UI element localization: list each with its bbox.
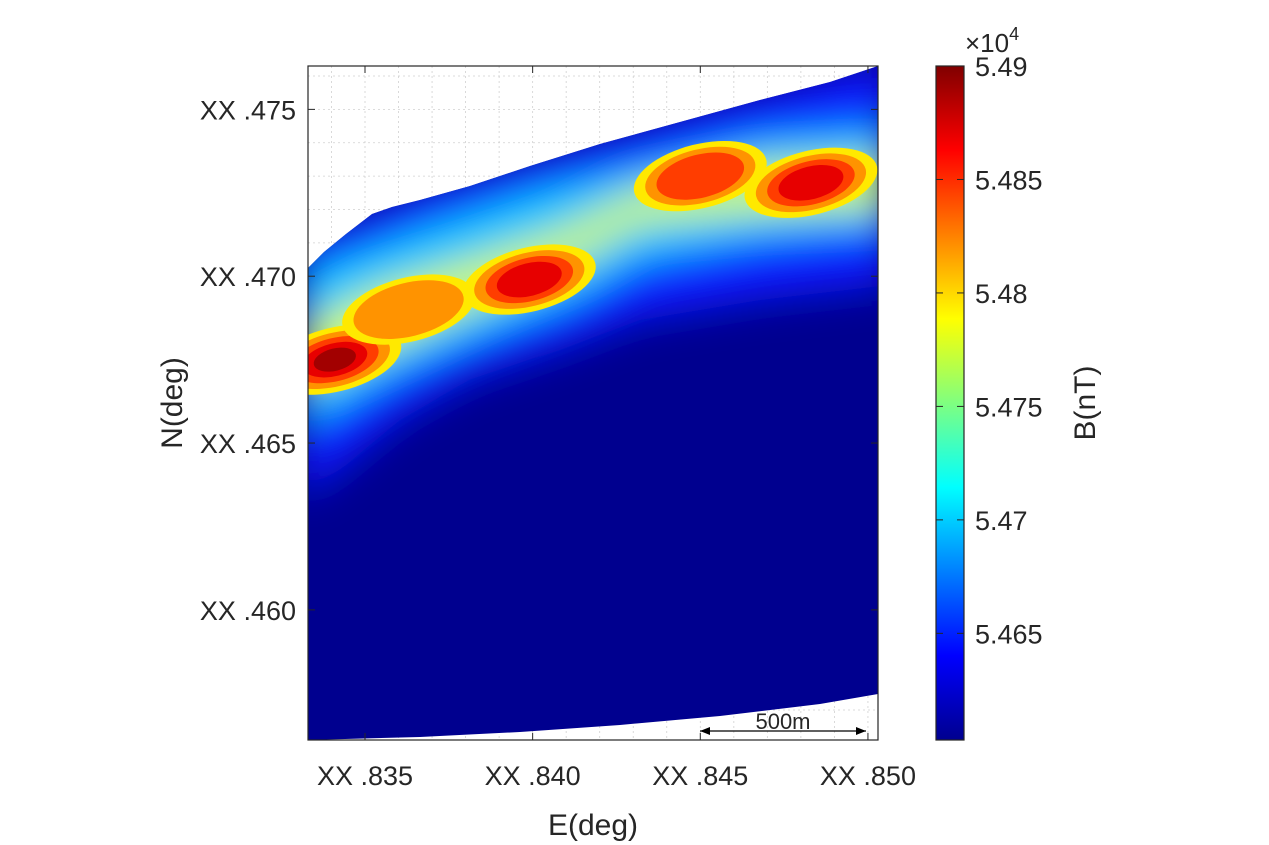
colorbar-tick-label: 5.47 (975, 506, 1028, 536)
scale-bar: 500m (700, 709, 866, 735)
colorbar-ticks: 5.49 5.485 5.48 5.475 5.47 5.465 (936, 52, 1043, 649)
colorbar-tick-label: 5.48 (975, 279, 1028, 309)
x-tick-label: XX .850 (820, 761, 916, 791)
scale-bar-right-arrow (856, 727, 866, 735)
peak-contour (353, 280, 464, 339)
x-tick-label: XX .835 (317, 761, 413, 791)
scale-bar-label: 500m (755, 709, 810, 734)
plot-area (307, 65, 879, 741)
colorbar-exponent: ×104 (965, 24, 1019, 58)
colorbar-gradient (936, 66, 964, 740)
peak-anomaly (342, 274, 476, 345)
colorbar-frame (935, 65, 965, 741)
y-tick-label: XX .465 (200, 429, 296, 459)
colorbar: 5.49 5.485 5.48 5.475 5.47 5.465 ×104 B(nT) (935, 24, 1102, 741)
colorbar-tick-label: 5.465 (975, 619, 1043, 649)
colorbar-tick-label: 5.49 (975, 52, 1028, 82)
peak-contour (313, 347, 356, 372)
x-axis-label: E(deg) (548, 809, 638, 842)
colorbar-tick-label: 5.485 (975, 165, 1043, 195)
scale-bar-left-arrow (700, 727, 710, 735)
peak-anomaly (744, 147, 878, 218)
plot-frame (307, 65, 879, 741)
y-axis-label: N(deg) (156, 357, 189, 449)
colorbar-tick-label: 5.475 (975, 392, 1043, 422)
peak-contour (496, 261, 562, 298)
y-tick-label: XX .460 (200, 596, 296, 626)
contour-field (308, 66, 878, 740)
x-tick-label: XX .840 (485, 761, 581, 791)
peak-anomaly (633, 140, 767, 212)
x-axis: XX .835 XX .840 XX .845 XX .850 (317, 66, 916, 791)
y-axis: XX .475 XX .470 XX .465 XX .460 (200, 95, 878, 626)
y-tick-label: XX .475 (200, 95, 296, 125)
x-tick-label: XX .845 (652, 761, 748, 791)
colorbar-label: B(nT) (1069, 366, 1102, 441)
peak-contour (778, 164, 844, 201)
peak-anomaly (462, 244, 596, 315)
peak-layer (308, 140, 878, 395)
y-tick-label: XX .470 (200, 262, 296, 292)
peak-contour (656, 152, 745, 200)
